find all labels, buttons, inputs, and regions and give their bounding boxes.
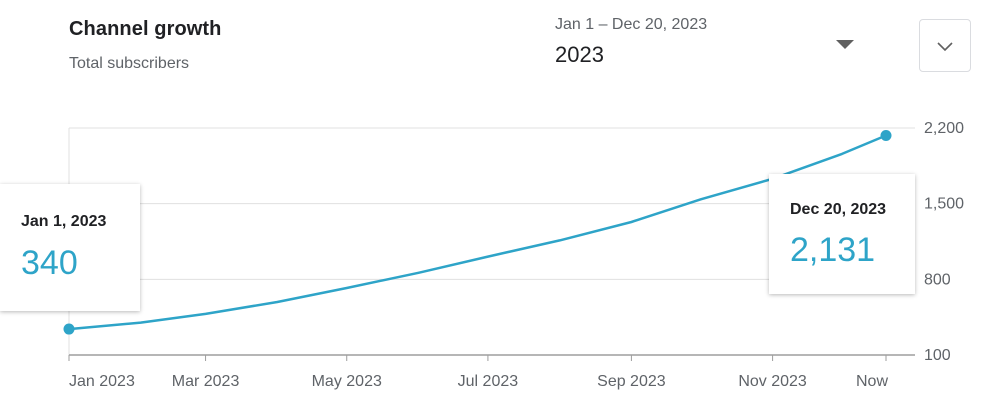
date-range-label: Jan 1 – Dec 20, 2023 xyxy=(555,16,708,33)
dropdown-triangle-icon xyxy=(836,40,854,49)
y-tick-label: 800 xyxy=(924,271,951,288)
end-point-tooltip: Dec 20, 2023 2,131 xyxy=(769,174,915,294)
start-point-marker xyxy=(63,323,75,335)
x-tick-label: May 2023 xyxy=(312,373,382,390)
x-tick-label: Nov 2023 xyxy=(738,373,807,390)
start-tooltip-date: Jan 1, 2023 xyxy=(21,213,107,230)
chart-title: Channel growth xyxy=(69,18,222,40)
chevron-down-icon xyxy=(937,42,953,52)
date-range-value: 2023 xyxy=(555,42,604,67)
x-tick-label: Sep 2023 xyxy=(597,373,666,390)
x-tick-label: Mar 2023 xyxy=(172,373,240,390)
start-point-tooltip: Jan 1, 2023 340 xyxy=(0,184,140,311)
start-tooltip-value: 340 xyxy=(21,244,78,282)
subscribers-series-line xyxy=(68,134,887,331)
end-tooltip-value: 2,131 xyxy=(790,231,876,269)
y-tick-label: 1,500 xyxy=(924,196,964,213)
x-tick-label: Jan 2023 xyxy=(69,373,135,390)
expand-button[interactable] xyxy=(919,19,971,72)
end-tooltip-date: Dec 20, 2023 xyxy=(790,201,887,218)
chart-subtitle: Total subscribers xyxy=(69,55,190,72)
end-point-marker xyxy=(880,129,892,141)
x-tick-label: Now xyxy=(856,373,888,390)
y-tick-label: 2,200 xyxy=(924,120,964,137)
x-tick-label: Jul 2023 xyxy=(458,373,519,390)
y-tick-label: 100 xyxy=(924,347,951,364)
date-range-dropdown[interactable]: Jan 1 – Dec 20, 2023 2023 xyxy=(555,12,865,72)
